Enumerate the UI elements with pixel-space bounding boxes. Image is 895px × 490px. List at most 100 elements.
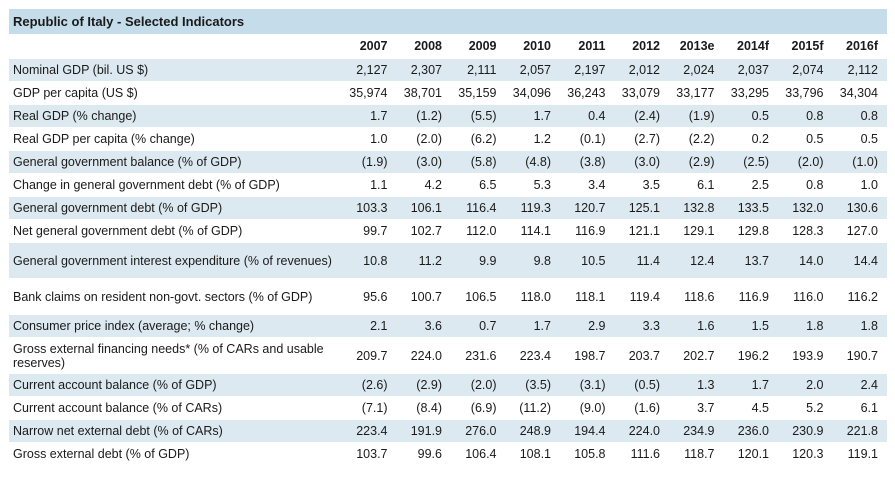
- value-cell: 1.7: [342, 104, 397, 128]
- value-cell: 3.7: [669, 396, 724, 420]
- value-cell: (1.6): [614, 396, 669, 420]
- value-cell: 11.2: [396, 242, 451, 279]
- value-cell: 0.8: [778, 173, 833, 197]
- value-cell: 35,159: [451, 81, 506, 105]
- value-cell: 0.5: [832, 127, 887, 151]
- value-cell: (0.1): [560, 127, 615, 151]
- value-cell: 132.0: [778, 196, 833, 220]
- table-row: Real GDP per capita (% change) 1.0 (2.0) (6…: [9, 127, 887, 151]
- value-cell: 224.0: [396, 337, 451, 374]
- value-cell: (2.9): [669, 150, 724, 174]
- value-cell: 125.1: [614, 196, 669, 220]
- value-cell: 13.7: [723, 242, 778, 279]
- table-row: Change in general government debt (% of …: [9, 173, 887, 197]
- value-cell: 5.3: [505, 173, 560, 197]
- value-cell: (7.1): [342, 396, 397, 420]
- value-cell: 1.8: [778, 314, 833, 338]
- value-cell: 111.6: [614, 442, 669, 465]
- row-label: Change in general government debt (% of …: [9, 173, 342, 197]
- value-cell: 103.3: [342, 196, 397, 220]
- table-row: Current account balance (% of GDP) (2.6)(…: [9, 373, 887, 397]
- value-cell: 2,111: [451, 58, 506, 82]
- value-cell: 120.3: [778, 442, 833, 465]
- value-cell: 10.5: [560, 242, 615, 279]
- value-cell: 2.9: [560, 314, 615, 338]
- value-cell: 193.9: [778, 337, 833, 374]
- row-label: General government interest expenditure …: [9, 242, 342, 279]
- value-cell: 33,177: [669, 81, 724, 105]
- value-cell: (2.6): [342, 373, 397, 397]
- value-cell: 100.7: [396, 278, 451, 315]
- value-cell: 33,295: [723, 81, 778, 105]
- value-cell: 2.5: [723, 173, 778, 197]
- value-cell: (2.9): [396, 373, 451, 397]
- value-cell: 119.4: [614, 278, 669, 315]
- value-cell: (1.2): [396, 104, 451, 128]
- value-cell: 230.9: [778, 419, 833, 443]
- value-cell: 1.1: [342, 173, 397, 197]
- header-year: 2012: [614, 34, 669, 59]
- row-label: Current account balance (% of CARs): [9, 396, 342, 420]
- value-cell: (1.9): [342, 150, 397, 174]
- value-cell: 95.6: [342, 278, 397, 315]
- value-cell: 5.2: [778, 396, 833, 420]
- value-cell: 198.7: [560, 337, 615, 374]
- value-cell: (9.0): [560, 396, 615, 420]
- value-cell: 114.1: [505, 219, 560, 243]
- header-year: 2015f: [778, 34, 833, 59]
- value-cell: 0.5: [778, 127, 833, 151]
- value-cell: 133.5: [723, 196, 778, 220]
- value-cell: 99.6: [396, 442, 451, 465]
- table-row: Gross external debt (% of GDP) 103.7 99.6 1…: [9, 442, 887, 465]
- value-cell: 0.2: [723, 127, 778, 151]
- value-cell: 209.7: [342, 337, 397, 374]
- value-cell: 2.0: [778, 373, 833, 397]
- value-cell: 108.1: [505, 442, 560, 465]
- value-cell: 2,074: [778, 58, 833, 82]
- value-cell: 116.9: [723, 278, 778, 315]
- value-cell: 0.7: [451, 314, 506, 338]
- header-year: 2010: [505, 34, 560, 59]
- table-row: Bank claims on resident non-govt. sector…: [9, 278, 887, 315]
- value-cell: (5.5): [451, 104, 506, 128]
- value-cell: 106.4: [451, 442, 506, 465]
- row-label: Gross external debt (% of GDP): [9, 442, 342, 465]
- value-cell: (3.1): [560, 373, 615, 397]
- row-label: Real GDP (% change): [9, 104, 342, 128]
- value-cell: 276.0: [451, 419, 506, 443]
- value-cell: 2,012: [614, 58, 669, 82]
- value-cell: 34,096: [505, 81, 560, 105]
- value-cell: 10.8: [342, 242, 397, 279]
- value-cell: 191.9: [396, 419, 451, 443]
- table-row: Current account balance (% of CARs) (7.1)…: [9, 396, 887, 420]
- value-cell: 119.1: [832, 442, 887, 465]
- table-row: Narrow net external debt (% of CARs) 223.…: [9, 419, 887, 443]
- row-label: Nominal GDP (bil. US $): [9, 58, 342, 82]
- table-row: GDP per capita (US $) 35,974 38,701 35,159 3…: [9, 81, 887, 105]
- value-cell: 224.0: [614, 419, 669, 443]
- value-cell: (6.9): [451, 396, 506, 420]
- row-label: General government balance (% of GDP): [9, 150, 342, 174]
- indicators-panel: Republic of Italy - Selected Indicators …: [9, 9, 887, 465]
- value-cell: 33,796: [778, 81, 833, 105]
- value-cell: 234.9: [669, 419, 724, 443]
- value-cell: 1.7: [505, 314, 560, 338]
- row-label: Real GDP per capita (% change): [9, 127, 342, 151]
- value-cell: 121.1: [614, 219, 669, 243]
- header-year: 2013e: [669, 34, 724, 59]
- value-cell: 221.8: [832, 419, 887, 443]
- value-cell: 1.2: [505, 127, 560, 151]
- value-cell: 0.5: [723, 104, 778, 128]
- value-cell: 2,112: [832, 58, 887, 82]
- value-cell: 128.3: [778, 219, 833, 243]
- header-year: 2007: [342, 34, 397, 59]
- value-cell: 119.3: [505, 196, 560, 220]
- value-cell: 116.9: [560, 219, 615, 243]
- table-title: Republic of Italy - Selected Indicators: [9, 9, 887, 34]
- header-year: 2016f: [832, 34, 887, 59]
- value-cell: 3.3: [614, 314, 669, 338]
- table-row: Consumer price index (average; % change)…: [9, 314, 887, 338]
- header-year: 2009: [451, 34, 506, 59]
- header-year: 2008: [396, 34, 451, 59]
- row-label: Net general government debt (% of GDP): [9, 219, 342, 243]
